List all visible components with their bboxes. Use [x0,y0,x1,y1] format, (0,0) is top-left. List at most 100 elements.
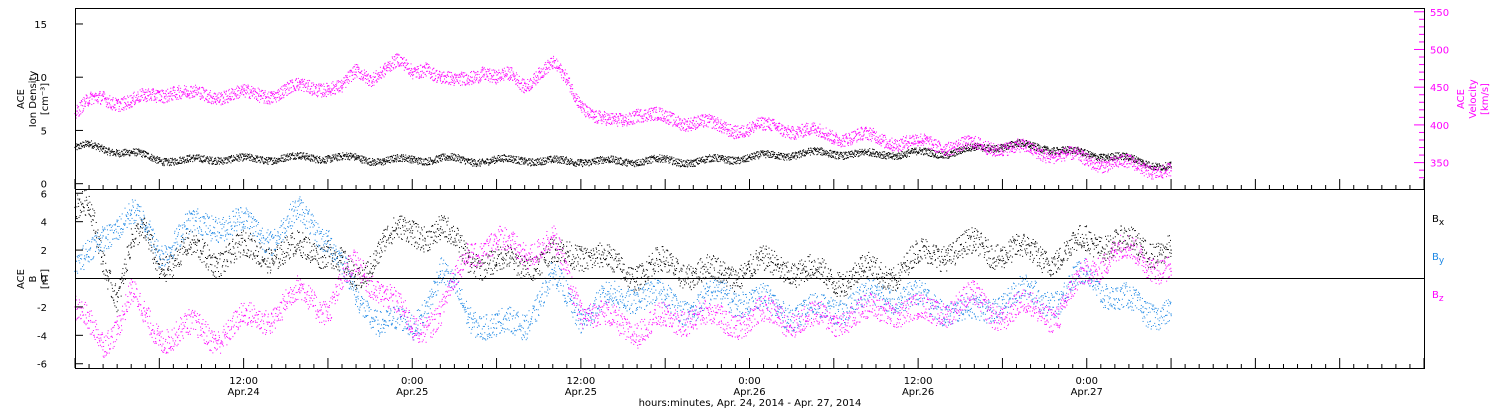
bz-point [243,320,245,322]
legend-by: By [1432,252,1445,266]
bz-point [889,306,891,308]
bz-point [271,313,273,315]
bz-point [692,313,694,315]
by-point [271,235,273,237]
xtick-time-label: 0:00 [401,376,423,387]
magnetic-field-label-line3: [nT] [40,269,51,289]
by-point [1170,313,1172,315]
ytick-left-label: 5 [41,126,47,137]
by-point [186,228,189,230]
bx-point [411,232,413,234]
ytick-right-label: 350 [1430,159,1449,170]
by-point [748,299,751,301]
velocity-point [172,89,174,91]
velocity-point [720,127,722,129]
ion-density-point [144,155,146,157]
legend-bx-sub: x [1439,218,1445,228]
legend: Bx By Bz [1432,214,1445,304]
by-point [144,228,146,230]
bx-point [973,246,975,248]
bz-point [355,263,357,265]
velocity-point [917,142,919,144]
magnetic-field-axis-label: ACE B [nT] [16,269,51,289]
ytick-bottom-label: -2 [37,303,47,314]
velocity-point [130,101,132,103]
velocity-point [88,101,90,103]
by-point [524,320,526,322]
bz-point [636,327,638,329]
velocity-point [594,116,596,118]
by-point [214,221,217,223]
ion-density-point [833,152,835,154]
velocity-point [833,134,835,137]
bx-point [116,292,118,294]
bz-point [144,320,146,322]
velocity-point [692,119,694,121]
bx-point [608,263,610,265]
velocity-point [861,135,863,137]
bx-point [889,273,891,275]
velocity-scatter [75,53,1172,180]
velocity-point [805,130,807,132]
bz-point [495,242,498,244]
by-point [833,306,835,308]
bx-point [383,235,385,237]
ytick-right-label: 500 [1430,45,1449,56]
ion-density-point [524,158,526,160]
legend-bz: Bz [1432,290,1444,304]
magnetic-field-label-line2: B [28,275,39,282]
bz-point [777,313,779,315]
ion-density-label-line3: [cm⁻³] [40,83,51,115]
xtick-date-label: Apr.25 [565,387,597,398]
by-point [580,313,582,315]
bx-point [299,249,301,251]
ion-density-point [1170,166,1172,168]
bx-scatter [75,189,1172,313]
xtick-time-label: 12:00 [904,376,933,387]
by-scatter [75,196,1172,341]
bx-point [271,252,273,254]
ytick-right-label: 400 [1430,121,1449,132]
by-point [973,313,975,315]
velocity-axis-label: ACE Velocity [km/s] [1456,79,1491,118]
bx-point [720,273,722,275]
bz-point [102,341,104,344]
by-point [495,327,498,329]
ion-density-point [186,159,189,161]
bz-point [467,249,470,251]
top-panel-frame [75,8,1425,190]
bx-point [130,242,132,244]
velocity-point [650,115,652,117]
bz-point [158,334,160,336]
bz-point [973,299,975,301]
bz-point [88,327,90,329]
ytick-bottom-label: 0 [41,275,47,286]
bz-point [580,306,582,308]
xtick-date-label: Apr.25 [396,387,428,398]
bx-point [748,266,751,268]
bx-point [1058,256,1060,258]
bx-point [1001,249,1004,251]
bz-scatter [75,225,1172,358]
ytick-bottom-label: 6 [41,189,47,200]
bx-point [102,260,104,263]
bz-point [664,320,666,322]
bz-point [116,320,118,322]
bx-point [214,256,217,258]
bx-point [467,256,470,258]
x-axis-title: hours:minutes, Apr. 24, 2014 - Apr. 27, … [639,398,862,409]
by-point [467,313,470,315]
xtick-time-label: 12:00 [566,376,595,387]
xtick-date-label: Apr.24 [227,387,259,398]
velocity-label-line1: ACE [1456,89,1467,109]
bz-point [1114,249,1116,251]
velocity-label-line3: [km/s] [1480,83,1491,115]
velocity-point [341,88,343,90]
ytick-bottom-label: -4 [37,331,47,342]
velocity-point [144,97,146,99]
by-point [608,299,610,301]
ion-density-point [439,157,441,159]
legend-bx: Bx [1432,214,1445,228]
bz-point [214,334,217,336]
bx-point [692,270,694,272]
